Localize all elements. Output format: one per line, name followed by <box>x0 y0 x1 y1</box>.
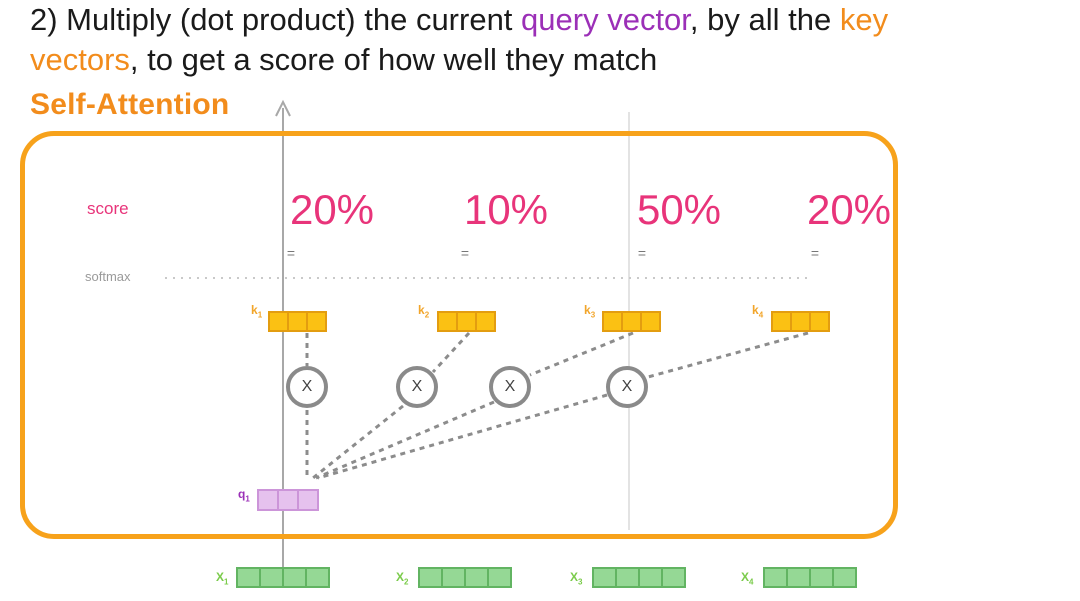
input-vector-3-label: X3 <box>570 570 583 587</box>
caption-vectors-term: vectors <box>30 42 130 77</box>
connector-mult4-to-q1 <box>317 393 608 480</box>
multiply-operator-4: X <box>606 366 648 408</box>
caption-middle: , by all the <box>689 2 840 37</box>
input-vector-1-label: X1 <box>216 570 229 587</box>
score-value-3: 50% <box>636 186 722 233</box>
equals-sign-2: = <box>460 245 470 261</box>
key-vector-3 <box>602 311 661 332</box>
score-value-4: 20% <box>806 186 892 233</box>
caption-prefix: 2) Multiply (dot product) the current <box>30 2 522 37</box>
score-value-2: 10% <box>463 186 549 233</box>
caption-query-term: query vector <box>521 2 690 37</box>
caption-key-term: key <box>839 2 889 37</box>
connector-mult3-to-q1 <box>315 400 495 480</box>
equals-sign-1: = <box>286 245 296 261</box>
input-vector-1 <box>236 567 330 588</box>
caption-suffix: , to get a score of how well they match <box>129 42 658 77</box>
input-vector-4 <box>763 567 857 588</box>
connector-k4-to-mult4 <box>647 331 809 379</box>
self-attention-panel <box>20 131 898 539</box>
key-vector-4 <box>771 311 830 332</box>
key-vector-1-label: k1 <box>251 303 263 320</box>
key-vector-2 <box>437 311 496 332</box>
equals-sign-4: = <box>810 245 820 261</box>
input-vector-2 <box>418 567 512 588</box>
multiply-operator-2: X <box>396 366 438 408</box>
query-vector <box>257 489 319 511</box>
query-vector-label: q1 <box>238 487 250 504</box>
input-vector-2-label: X2 <box>396 570 409 587</box>
softmax-label: softmax <box>85 269 131 284</box>
key-vector-1 <box>268 311 327 332</box>
key-vector-4-label: k4 <box>752 303 764 320</box>
equals-sign-3: = <box>637 245 647 261</box>
multiply-operator-3: X <box>489 366 531 408</box>
caption: 2) Multiply (dot product) the current qu… <box>30 0 1070 80</box>
connector-mult2-to-q1 <box>312 404 404 480</box>
vertical-axis-line <box>282 108 284 568</box>
multiply-operator-1: X <box>286 366 328 408</box>
score-value-1: 20% <box>289 186 375 233</box>
connector-k2-to-mult2 <box>431 331 471 374</box>
input-vector-3 <box>592 567 686 588</box>
key-vector-2-label: k2 <box>418 303 430 320</box>
input-vector-4-label: X4 <box>741 570 754 587</box>
key-vector-3-label: k3 <box>584 303 596 320</box>
connector-k3-to-mult3 <box>529 331 634 377</box>
panel-title: Self-Attention <box>30 88 230 121</box>
score-label: score <box>87 199 129 218</box>
